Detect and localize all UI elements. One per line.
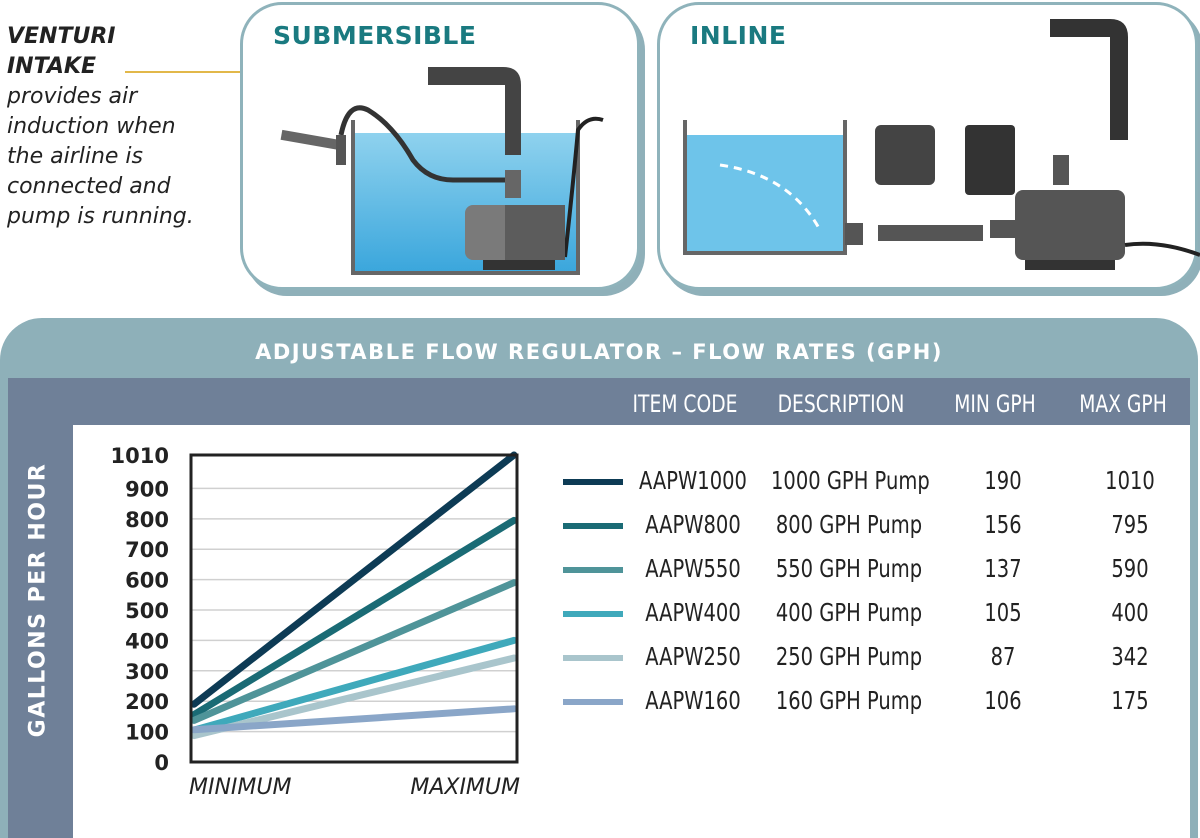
item-code: AAPW800 bbox=[645, 510, 741, 539]
flow-rates-section: ADJUSTABLE FLOW REGULATOR – FLOW RATES (… bbox=[0, 318, 1198, 838]
table-row: AAPW1000 1000 GPH Pump 190 1010 bbox=[73, 462, 1190, 502]
item-code: AAPW1000 bbox=[639, 466, 747, 495]
y-tick-label: 100 bbox=[125, 721, 169, 745]
y-tick-label: 700 bbox=[125, 538, 169, 562]
y-tick-label: 200 bbox=[125, 690, 169, 714]
item-code: AAPW160 bbox=[645, 686, 741, 715]
min-gph: 105 bbox=[984, 598, 1022, 627]
y-tick-label: 0 bbox=[154, 751, 169, 775]
item-code: AAPW550 bbox=[645, 554, 741, 583]
header-min-gph: MIN GPH bbox=[954, 390, 1036, 418]
legend-swatch bbox=[563, 611, 623, 617]
y-tick-label: 800 bbox=[125, 508, 169, 532]
y-tick-label: 400 bbox=[125, 629, 169, 653]
table-row: AAPW800 800 GPH Pump 156 795 bbox=[73, 506, 1190, 546]
y-tick-label: 600 bbox=[125, 569, 169, 593]
min-gph: 87 bbox=[990, 642, 1016, 671]
chart-and-legend-area: 0 100 200 300 400 500 600 700 800 900 1010 MINIMUM M… bbox=[73, 425, 1190, 838]
submersible-heading: SUBMERSIBLE bbox=[273, 21, 477, 50]
venturi-description: provides air induction when the airline … bbox=[7, 84, 194, 229]
venturi-title-2: INTAKE bbox=[7, 54, 96, 79]
description: 1000 GPH Pump bbox=[771, 466, 930, 495]
max-gph: 400 bbox=[1111, 598, 1149, 627]
legend-swatch bbox=[563, 479, 623, 485]
header-max-gph: MAX GPH bbox=[1079, 390, 1167, 418]
table-row: AAPW400 400 GPH Pump 105 400 bbox=[73, 594, 1190, 634]
description: 160 GPH Pump bbox=[775, 686, 923, 715]
legend-swatch bbox=[563, 523, 623, 529]
table-row: AAPW160 160 GPH Pump 106 175 bbox=[73, 682, 1190, 722]
plot-frame bbox=[189, 453, 519, 764]
y-axis-label: GALLONS PER HOUR bbox=[25, 462, 51, 738]
venturi-callout: VENTURI INTAKE provides air induction wh… bbox=[7, 22, 207, 232]
legend-swatch bbox=[563, 699, 623, 705]
y-tick-label: 1010 bbox=[111, 444, 169, 468]
min-gph: 137 bbox=[984, 554, 1022, 583]
submersible-panel: SUBMERSIBLE bbox=[240, 2, 640, 290]
y-tick-label: 300 bbox=[125, 660, 169, 684]
max-gph: 795 bbox=[1111, 510, 1149, 539]
series-line-AAPW160 bbox=[190, 705, 518, 734]
y-tick-label: 500 bbox=[125, 599, 169, 623]
description: 400 GPH Pump bbox=[775, 598, 923, 627]
table-row: AAPW250 250 GPH Pump 87 342 bbox=[73, 638, 1190, 678]
series-line-AAPW1000 bbox=[190, 451, 518, 708]
header-description: DESCRIPTION bbox=[777, 390, 905, 418]
max-gph: 175 bbox=[1111, 686, 1149, 715]
header-item-code: ITEM CODE bbox=[632, 390, 738, 418]
section-title: ADJUSTABLE FLOW REGULATOR – FLOW RATES (… bbox=[255, 340, 943, 364]
legend-swatch bbox=[563, 567, 623, 573]
x-label-maximum: MAXIMUM bbox=[410, 775, 520, 800]
inline-illustration bbox=[683, 19, 1200, 270]
min-gph: 190 bbox=[984, 466, 1022, 495]
submersible-illustration bbox=[280, 67, 604, 275]
inline-heading: INLINE bbox=[690, 21, 787, 50]
series-line-AAPW800 bbox=[190, 516, 518, 719]
legend-swatch bbox=[563, 655, 623, 661]
table-band: ITEM CODE DESCRIPTION MIN GPH MAX GPH GA… bbox=[8, 378, 1190, 838]
description: 800 GPH Pump bbox=[775, 510, 923, 539]
item-code: AAPW250 bbox=[645, 642, 741, 671]
min-gph: 106 bbox=[984, 686, 1022, 715]
max-gph: 342 bbox=[1111, 642, 1149, 671]
item-code: AAPW400 bbox=[645, 598, 741, 627]
x-label-minimum: MINIMUM bbox=[189, 775, 291, 800]
series-line-AAPW250 bbox=[190, 654, 518, 740]
y-tick-label: 900 bbox=[125, 477, 169, 501]
description: 250 GPH Pump bbox=[775, 642, 923, 671]
series-line-AAPW550 bbox=[190, 579, 518, 724]
max-gph: 1010 bbox=[1105, 466, 1155, 495]
series-line-AAPW400 bbox=[190, 636, 518, 734]
flow-chart: 0 100 200 300 400 500 600 700 800 900 1010 MINIMUM M… bbox=[111, 444, 520, 800]
max-gph: 590 bbox=[1111, 554, 1149, 583]
venturi-title-1: VENTURI bbox=[7, 24, 116, 49]
description: 550 GPH Pump bbox=[775, 554, 923, 583]
min-gph: 156 bbox=[984, 510, 1022, 539]
inline-panel: INLINE bbox=[657, 2, 1200, 290]
table-row: AAPW550 550 GPH Pump 137 590 bbox=[73, 550, 1190, 590]
